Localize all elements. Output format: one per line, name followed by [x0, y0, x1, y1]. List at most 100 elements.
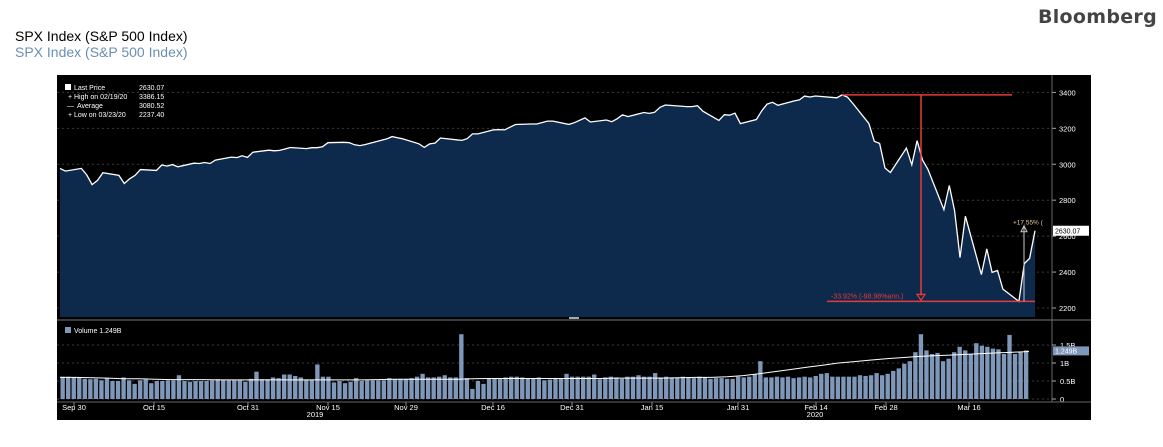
- volume-bar: [852, 376, 857, 399]
- volume-bar: [1007, 334, 1012, 399]
- volume-tag-label: 1.249B: [1055, 348, 1078, 355]
- volume-bar: [686, 377, 691, 399]
- average-marker-icon: —: [67, 103, 74, 110]
- volume-bar: [891, 370, 896, 399]
- average-label: Average: [77, 103, 103, 110]
- volume-bar: [315, 364, 320, 399]
- volume-bar: [575, 376, 580, 399]
- volume-bar: [808, 377, 813, 399]
- year-label: 2020: [807, 410, 824, 419]
- volume-bar: [907, 361, 913, 399]
- volume-bar: [409, 378, 414, 399]
- volume-bar: [293, 375, 298, 399]
- volume-bar: [896, 368, 901, 399]
- panel-resize-handle[interactable]: [569, 317, 579, 319]
- price-tick-label: 3200: [1059, 124, 1076, 133]
- volume-bar: [232, 380, 237, 399]
- volume-bar: [641, 376, 647, 399]
- x-tick-label: Jan 31: [727, 403, 750, 412]
- volume-bar: [702, 377, 708, 399]
- high-label: High on 02/19/20: [74, 94, 127, 101]
- volume-bar: [1001, 354, 1007, 399]
- volume-bar: [331, 382, 337, 399]
- volume-bar: [652, 373, 658, 399]
- volume-bar: [176, 375, 182, 399]
- volume-bar: [420, 373, 425, 399]
- volume-bar: [348, 381, 353, 399]
- price-tick-label: 2400: [1059, 268, 1076, 277]
- x-tick-label: Oct 15: [143, 403, 165, 412]
- x-tick-label: Sep 30: [62, 403, 86, 412]
- volume-bar: [580, 376, 586, 399]
- volume-bar: [193, 381, 198, 399]
- volume-bar: [924, 350, 929, 399]
- volume-bar: [370, 380, 375, 399]
- volume-bar: [885, 373, 890, 399]
- volume-bar: [387, 378, 392, 399]
- volume-bar: [381, 380, 386, 399]
- volume-bar: [281, 374, 287, 399]
- volume-bar: [520, 377, 525, 399]
- volume-bar: [708, 378, 713, 399]
- volume-tick-label: 0.5B: [1060, 377, 1075, 386]
- volume-bar: [985, 346, 990, 399]
- volume-bar: [431, 377, 436, 399]
- volume-bar: [597, 379, 602, 399]
- x-tick-label: Dec 16: [481, 403, 505, 412]
- volume-bar: [564, 373, 569, 399]
- volume-bar: [215, 379, 220, 399]
- volume-bar: [254, 371, 259, 399]
- volume-bar: [697, 376, 702, 399]
- volume-bar: [990, 348, 996, 399]
- volume-bar: [154, 381, 159, 399]
- volume-bar: [82, 378, 87, 399]
- volume-legend: Volume 1.249B: [65, 327, 122, 335]
- volume-bar: [719, 378, 724, 399]
- price-tick-label: 2600: [1059, 232, 1076, 241]
- volume-bar: [414, 376, 420, 399]
- volume-bar: [747, 376, 752, 399]
- volume-bar: [115, 381, 121, 399]
- volume-bar: [77, 377, 82, 399]
- volume-bar: [913, 352, 918, 399]
- volume-bar: [963, 350, 968, 399]
- volume-bar: [736, 376, 741, 399]
- volume-axis: 0 0.5B 1B 1.5B1.249B: [1052, 341, 1089, 404]
- x-tick-label: Nov 15: [316, 403, 340, 412]
- volume-bar: [680, 376, 685, 399]
- volume-bar: [835, 376, 841, 399]
- price-legend: Last Price 2630.07 + High on 02/19/20 33…: [65, 84, 164, 119]
- volume-bar: [940, 361, 946, 399]
- volume-bar: [724, 378, 730, 399]
- spx-chart: 2200 2400 2600 2800 3000 3200 3400 -33.92% (-9…: [57, 75, 1091, 420]
- volume-bar: [198, 381, 204, 399]
- volume-bar: [791, 378, 796, 399]
- volume-bar: [1023, 350, 1029, 399]
- volume-bar: [785, 376, 791, 399]
- volume-bar: [863, 375, 868, 399]
- volume-bar: [93, 378, 99, 399]
- volume-bar: [1012, 354, 1018, 399]
- volume-bar: [237, 380, 243, 399]
- volume-bar: [824, 373, 829, 399]
- volume-bar: [138, 380, 143, 399]
- volume-bar: [879, 375, 885, 399]
- volume-bar: [514, 376, 519, 399]
- volume-bar: [221, 379, 226, 399]
- volume-bar: [298, 377, 303, 399]
- volume-label: Volume 1.249B: [74, 328, 122, 335]
- volume-tick-label: 1.5B: [1060, 341, 1075, 350]
- x-tick-label: Dec 31: [560, 403, 584, 412]
- volume-bar: [403, 378, 409, 399]
- volume-bar: [752, 374, 757, 399]
- price-area: [60, 94, 1035, 318]
- x-tick-label: Jan 15: [641, 403, 664, 412]
- volume-bar: [71, 377, 76, 399]
- volume-bar: [126, 380, 132, 399]
- volume-bar: [846, 376, 852, 399]
- x-tick-label: Mar 16: [957, 403, 980, 412]
- volume-tick-label: 0: [1060, 395, 1064, 404]
- volume-bar: [796, 377, 802, 399]
- volume-bar: [492, 378, 497, 399]
- high-value: 3386.15: [139, 94, 164, 101]
